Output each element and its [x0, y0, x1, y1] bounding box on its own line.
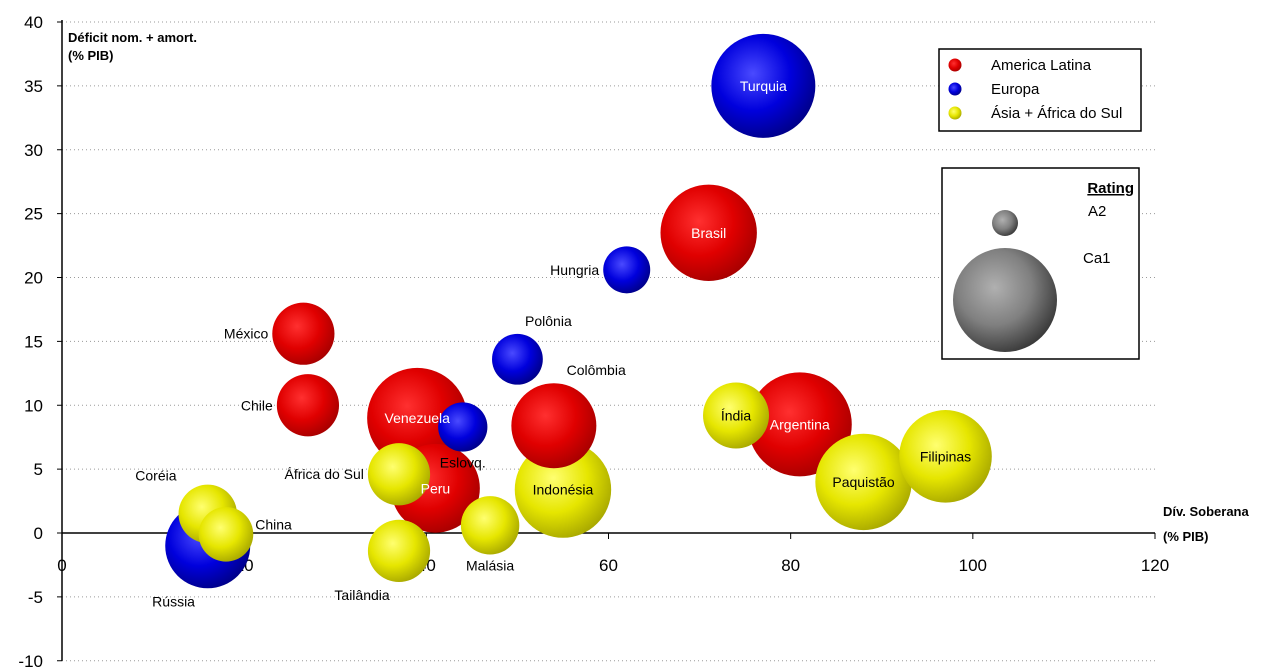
bubble-chile [276, 374, 340, 437]
bubble-tail-ndia [367, 519, 431, 582]
legend-box [938, 48, 1142, 132]
bubble-filipinas [899, 410, 992, 503]
bubble-label: Turquia [740, 78, 787, 94]
y-tick-label: 25 [24, 205, 43, 224]
y-tick-label: 10 [24, 396, 43, 415]
bubble-label: Indonésia [533, 482, 594, 498]
y-tick-label: -10 [18, 652, 43, 671]
gridlines [57, 21, 1155, 662]
rating-legend: Rating A2 Ca1 [941, 167, 1140, 360]
y-tick-label: 40 [24, 13, 43, 32]
series-legend: America Latina Europa Ásia + África do Sul [938, 48, 1142, 132]
legend-label: Ásia + África do Sul [991, 105, 1122, 122]
y-tick-label: -5 [28, 588, 43, 607]
bubble-label: Hungria [550, 262, 599, 278]
bubble-label: Rússia [152, 593, 195, 609]
bubble-eslovq- [438, 402, 488, 452]
legend-label: America Latina [991, 57, 1092, 74]
bubble-m-xico [272, 302, 335, 365]
bubble--frica-do-sul [367, 443, 431, 506]
legend-marker [948, 82, 962, 96]
bubble-label: África do Sul [285, 466, 364, 482]
legend-marker [948, 58, 962, 72]
x-tick-label: 60 [599, 556, 618, 575]
bubble-pol-nia [492, 333, 543, 385]
bubble-label: Filipinas [920, 448, 971, 464]
y-tick-label: 20 [24, 269, 43, 288]
bubble-label: Eslovq. [440, 455, 486, 471]
rating-legend-title: Rating [1087, 180, 1134, 197]
rating-legend-small-label: A2 [1088, 203, 1106, 220]
y-axis-title-line2: (% PIB) [68, 48, 114, 63]
y-tick-label: 5 [34, 460, 43, 479]
y-tick-label: 15 [24, 332, 43, 351]
x-tick-label: 80 [781, 556, 800, 575]
bubble-label: México [224, 326, 269, 342]
x-tick-label: 120 [1141, 556, 1169, 575]
x-tick-label: 100 [959, 556, 987, 575]
bubble-label: Chile [241, 397, 273, 413]
y-tick-label: 30 [24, 141, 43, 160]
bubble-label: Argentina [770, 416, 830, 432]
rating-legend-large-bubble [953, 248, 1057, 352]
bubble-argentina [747, 372, 852, 477]
bubble-label: China [255, 516, 292, 532]
legend-marker [948, 106, 962, 120]
bubble-turquia [711, 33, 816, 138]
y-tick-labels: -10 -5 0 5 10 15 20 25 30 35 40 [18, 13, 43, 671]
bubble-col-mbia [511, 383, 597, 469]
bubble-label: Polônia [525, 313, 572, 329]
bubble-venezuela [367, 367, 468, 469]
bubble-brasil [660, 184, 757, 281]
y-tick-label: 0 [34, 524, 43, 543]
bubbles [165, 33, 992, 589]
bubble-china [198, 506, 254, 562]
rating-legend-large-label: Ca1 [1083, 250, 1111, 267]
bubble-label: Venezuela [385, 410, 451, 426]
x-axis-title-line1: Dív. Soberana [1163, 504, 1250, 519]
bubble-label: Colômbia [567, 362, 626, 378]
y-tick-label: 35 [24, 77, 43, 96]
bubble-labels: Turquia Argentina Venezuela Brasil Indonésia… [135, 78, 971, 609]
x-tick-label: 0 [57, 556, 66, 575]
y-axis-title-line1: Déficit nom. + amort. [68, 30, 197, 45]
legend-label: Europa [991, 81, 1040, 98]
bubble-paquist-o [815, 433, 912, 531]
rating-legend-small-bubble [992, 210, 1018, 236]
bubble-indon-sia [514, 441, 612, 538]
x-axis-title-line2: (% PIB) [1163, 529, 1209, 544]
bubble-mal-sia [460, 496, 520, 555]
bubble--ndia [703, 382, 770, 449]
bubble-label: Brasil [691, 225, 726, 241]
bubble-label: Tailândia [334, 587, 389, 603]
bubble-label: Paquistão [832, 474, 894, 490]
bubble-label: Peru [421, 480, 451, 496]
bubble-label: Malásia [466, 558, 514, 574]
bubble-hungria [603, 246, 651, 294]
bubble-label: Coréia [135, 468, 176, 484]
bubble-label: Índia [721, 407, 752, 423]
